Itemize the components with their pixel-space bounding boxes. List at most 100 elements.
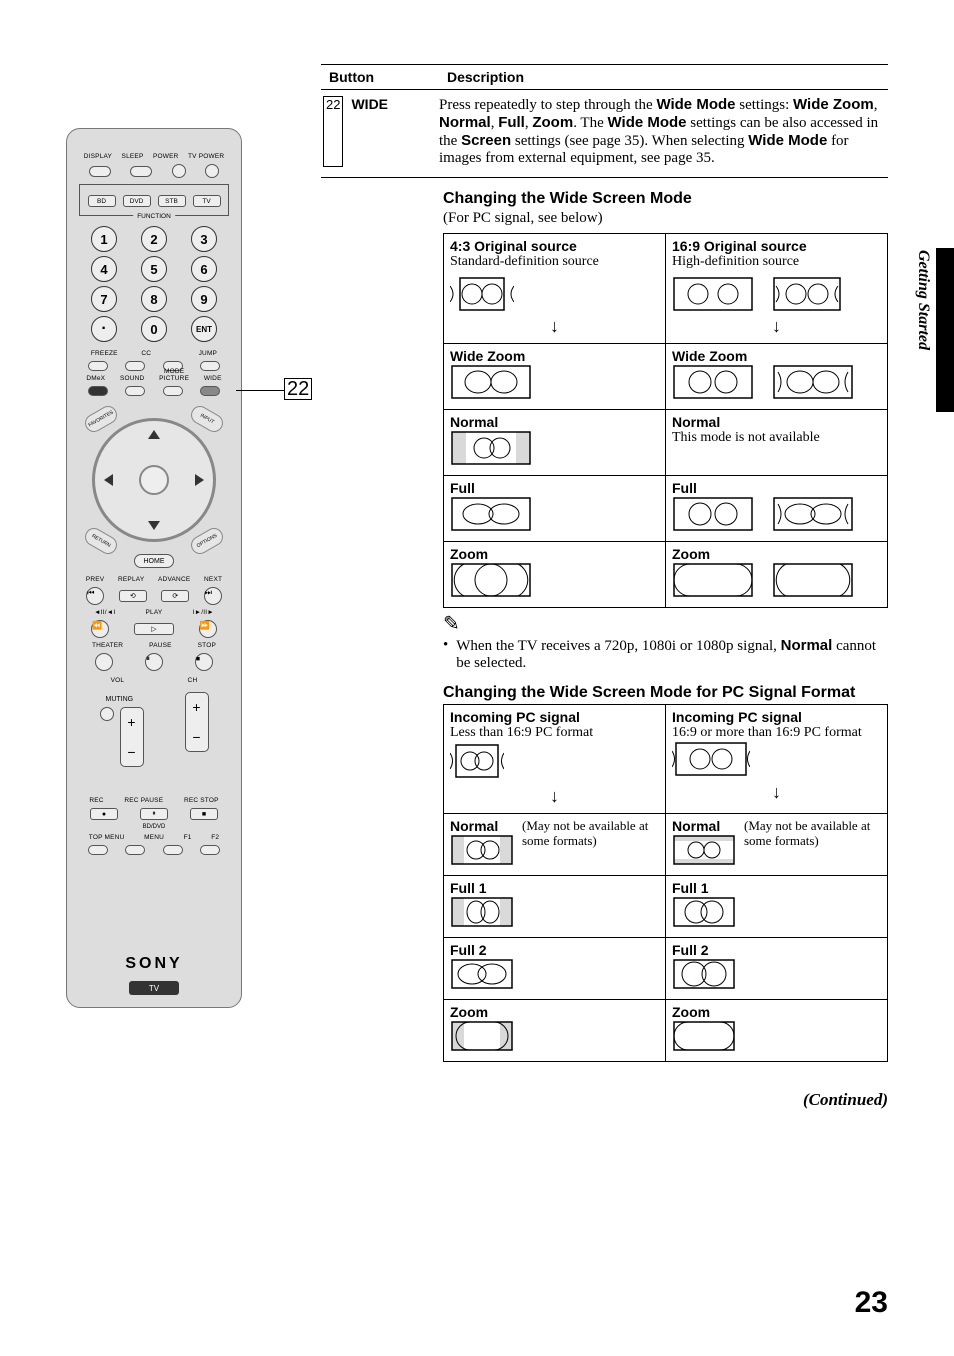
row-num-box: 22 xyxy=(323,96,343,167)
continued-label: (Continued) xyxy=(321,1090,888,1110)
cell-pc-gte169: Incoming PC signal 16:9 or more than 16:… xyxy=(666,705,888,814)
screen-icon xyxy=(450,274,514,314)
side-tab-label: Getting Started xyxy=(914,250,932,350)
lbl-freeze: FREEZE xyxy=(91,350,118,357)
btn-play: ▷ xyxy=(134,623,174,635)
btn-tv-power xyxy=(205,164,219,178)
lbl-scanrev: ◄II/◄I xyxy=(94,609,115,616)
button-description-table: Button Description 22 WIDE Press repeate… xyxy=(321,64,888,178)
transport-controls: PREV REPLAY ADVANCE NEXT ⏮ ⟲ ⟳ ⏭ ◄II/◄IP… xyxy=(79,576,229,671)
btn-rec-pause: ⏸ xyxy=(140,808,168,820)
btn-rec-stop: ■ xyxy=(190,808,218,820)
btn-theater xyxy=(95,653,113,671)
num-8: 8 xyxy=(141,286,167,312)
btn-home: HOME xyxy=(134,554,174,568)
pencil-note-icon: ✎ xyxy=(443,613,460,635)
btn-tv-func: TV xyxy=(193,195,221,207)
corner-input: INPUT xyxy=(188,403,226,436)
btn-next: ⏭ xyxy=(204,587,222,605)
screen-icon xyxy=(450,364,532,400)
screen-icon xyxy=(450,741,504,781)
lbl-rec-pause: REC PAUSE xyxy=(124,797,163,804)
down-arrow-icon: ↓ xyxy=(772,782,781,802)
cell-pc-lt169: Incoming PC signal Less than 16:9 PC for… xyxy=(444,705,666,814)
lbl-cc: CC xyxy=(141,350,151,357)
lbl-bddvd: BD/DVD xyxy=(79,824,229,830)
btn-top-menu xyxy=(88,845,108,855)
lbl-menu: MENU xyxy=(144,834,164,841)
lbl-top-menu: TOP MENU xyxy=(89,834,125,841)
lbl-ch: CH xyxy=(188,677,198,684)
cell-169-source: 16:9 Original source High-definition sou… xyxy=(666,234,888,344)
btn-rec: ● xyxy=(90,808,118,820)
btn-dvd: DVD xyxy=(123,195,151,207)
cell-full-169: Full xyxy=(666,476,888,542)
screen-icon xyxy=(450,430,532,466)
btn-power xyxy=(172,164,186,178)
screen-icon xyxy=(672,741,750,777)
lbl-f2: F2 xyxy=(211,834,219,841)
cell-zoom-43: Zoom xyxy=(444,542,666,608)
lbl-rec-stop: REC STOP xyxy=(184,797,219,804)
btn-muting xyxy=(100,707,114,721)
screen-icon xyxy=(672,496,754,532)
btn-freeze xyxy=(88,361,108,371)
cell-widezoom-169: Wide Zoom xyxy=(666,344,888,410)
screen-icon xyxy=(672,562,754,598)
cell-pc-full1-lt: Full 1 xyxy=(444,876,666,938)
row-btn-name: WIDE xyxy=(351,96,388,167)
lbl-tv-power: TV POWER xyxy=(188,153,224,160)
dpad: FAVORITES INPUT RETURN OPTIONS xyxy=(84,410,224,550)
screen-icon xyxy=(672,834,736,866)
screen-icon xyxy=(672,274,754,314)
lbl-display: DISPLAY xyxy=(84,153,112,160)
corner-favorites: FAVORITES xyxy=(82,403,120,436)
btn-stb: STB xyxy=(158,195,186,207)
cell-43-source: 4:3 Original source Standard-definition … xyxy=(444,234,666,344)
lbl-sound: SOUND xyxy=(120,375,144,382)
btn-dmex xyxy=(88,386,108,396)
row-button-cell: 22 WIDE xyxy=(321,96,439,167)
corner-return: RETURN xyxy=(82,525,120,558)
num-3: 3 xyxy=(191,226,217,252)
lbl-next: NEXT xyxy=(204,576,222,583)
ch-rocker: +− xyxy=(185,692,209,752)
num-dot: · xyxy=(91,316,117,342)
num-9: 9 xyxy=(191,286,217,312)
btn-cc xyxy=(125,361,145,371)
num-5: 5 xyxy=(141,256,167,282)
side-tab-black xyxy=(936,248,954,412)
cell-full-43: Full xyxy=(444,476,666,542)
heading-wide-mode: Changing the Wide Screen Mode xyxy=(443,190,888,208)
pc-mode-table: Incoming PC signal Less than 16:9 PC for… xyxy=(443,704,888,1062)
lbl-muting: MUTING xyxy=(106,696,134,703)
num-6: 6 xyxy=(191,256,217,282)
btn-f2 xyxy=(200,845,220,855)
left-column: DISPLAY SLEEP POWER TV POWER BD xyxy=(66,64,291,1110)
btn-stop: ⏹ xyxy=(195,653,213,671)
right-column: Button Description 22 WIDE Press repeate… xyxy=(321,64,888,1110)
brand-tv: TV xyxy=(129,981,179,995)
btn-bd: BD xyxy=(88,195,116,207)
screen-icon xyxy=(772,364,854,400)
lbl-vol: VOL xyxy=(111,677,125,684)
lbl-pause: PAUSE xyxy=(149,642,172,649)
screen-icon xyxy=(772,562,854,598)
btn-f1 xyxy=(163,845,183,855)
btn-menu xyxy=(125,845,145,855)
lbl-advance: ADVANCE xyxy=(158,576,190,583)
lbl-scanfwd: I►/II► xyxy=(193,609,214,616)
num-ent: ENT xyxy=(191,316,217,342)
screen-icon xyxy=(672,958,736,990)
lbl-theater: THEATER xyxy=(92,642,123,649)
heading-pc-mode: Changing the Wide Screen Mode for PC Sig… xyxy=(443,684,888,702)
num-2: 2 xyxy=(141,226,167,252)
btn-ff: ⏩ xyxy=(199,620,217,638)
down-arrow-icon: ↓ xyxy=(550,786,559,806)
btn-display xyxy=(89,166,111,177)
screen-icon xyxy=(672,1020,736,1052)
page-number: 23 xyxy=(855,1286,888,1320)
cell-pc-full2-gte: Full 2 xyxy=(666,938,888,1000)
content-offset: Changing the Wide Screen Mode (For PC si… xyxy=(321,190,888,1062)
btn-sleep xyxy=(130,166,152,177)
